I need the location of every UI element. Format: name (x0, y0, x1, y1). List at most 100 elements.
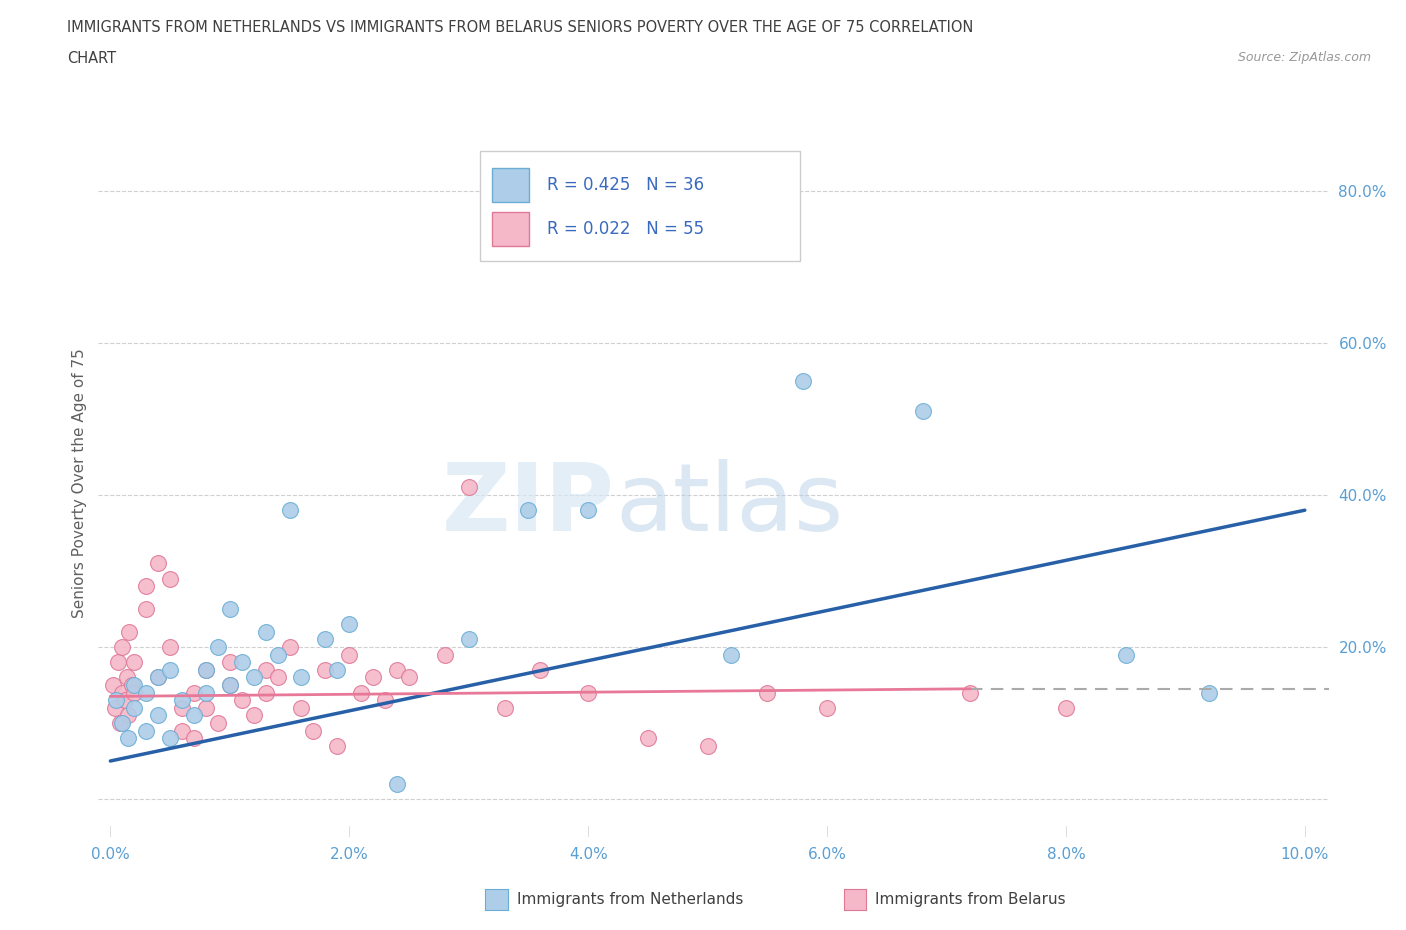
Point (517, 503, 540, 518)
Point (242, 708, 264, 723)
Point (385, 662, 408, 677)
Bar (492, 168, 529, 203)
Point (122, 700, 145, 715)
Point (170, 700, 193, 715)
Point (576, 685, 599, 700)
Point (111, 685, 134, 700)
Point (118, 624, 141, 639)
Point (361, 670, 384, 684)
Point (385, 777, 408, 791)
Point (207, 640, 229, 655)
Point (278, 640, 301, 655)
Point (194, 685, 217, 700)
Bar (492, 212, 529, 246)
Point (242, 670, 264, 684)
Point (146, 708, 169, 723)
Point (756, 685, 779, 700)
Point (231, 655, 253, 670)
Point (350, 685, 373, 700)
Point (159, 571, 181, 586)
Point (111, 640, 134, 655)
Text: atlas: atlas (616, 458, 844, 551)
Point (146, 670, 169, 684)
Point (374, 693, 396, 708)
Point (326, 662, 349, 677)
Point (135, 724, 157, 738)
Text: Immigrants from Belarus: Immigrants from Belarus (875, 892, 1066, 907)
Point (115, 670, 138, 684)
Text: IMMIGRANTS FROM NETHERLANDS VS IMMIGRANTS FROM BELARUS SENIORS POVERTY OVER THE : IMMIGRANTS FROM NETHERLANDS VS IMMIGRANT… (67, 20, 974, 35)
Point (696, 738, 718, 753)
Text: R = 0.425   N = 36: R = 0.425 N = 36 (547, 177, 704, 194)
Point (337, 647, 360, 662)
Point (194, 662, 217, 677)
Point (159, 640, 181, 655)
Point (529, 662, 551, 677)
Point (218, 678, 240, 693)
Point (218, 655, 240, 670)
Point (1198, 685, 1220, 700)
Point (117, 708, 139, 723)
Point (101, 678, 124, 693)
Point (117, 731, 139, 746)
Text: Immigrants from Netherlands: Immigrants from Netherlands (517, 892, 744, 907)
Point (194, 700, 217, 715)
Point (170, 693, 193, 708)
Point (457, 632, 479, 647)
Point (146, 670, 169, 684)
Point (254, 662, 277, 677)
Point (170, 724, 193, 738)
FancyBboxPatch shape (479, 152, 800, 261)
Point (398, 670, 420, 684)
Point (135, 685, 157, 700)
Text: Source: ZipAtlas.com: Source: ZipAtlas.com (1237, 51, 1371, 64)
Point (457, 480, 479, 495)
Point (104, 700, 127, 715)
Point (108, 715, 131, 730)
Point (107, 655, 129, 670)
Point (121, 678, 143, 693)
Point (254, 624, 277, 639)
Point (122, 655, 145, 670)
Point (290, 670, 312, 684)
Point (278, 503, 301, 518)
Point (183, 731, 205, 746)
Point (266, 670, 288, 684)
Text: CHART: CHART (67, 51, 117, 66)
Point (266, 647, 288, 662)
Y-axis label: Seniors Poverty Over the Age of 75: Seniors Poverty Over the Age of 75 (72, 349, 87, 618)
Point (183, 708, 205, 723)
Point (815, 700, 838, 715)
Point (911, 404, 934, 418)
Point (792, 374, 814, 389)
Point (194, 662, 217, 677)
Point (326, 738, 349, 753)
Point (254, 685, 277, 700)
Point (146, 556, 169, 571)
Point (114, 693, 136, 708)
Point (183, 685, 205, 700)
Point (314, 662, 336, 677)
Point (122, 685, 145, 700)
Point (1115, 647, 1137, 662)
Point (218, 678, 240, 693)
Point (494, 700, 516, 715)
Point (122, 678, 145, 693)
Text: R = 0.022   N = 55: R = 0.022 N = 55 (547, 220, 704, 238)
Point (637, 731, 659, 746)
Point (105, 693, 128, 708)
Point (433, 647, 456, 662)
Point (111, 715, 134, 730)
Point (720, 647, 742, 662)
Point (959, 685, 981, 700)
Point (135, 602, 157, 617)
Point (290, 700, 312, 715)
Point (576, 503, 599, 518)
Point (135, 578, 157, 593)
Text: ZIP: ZIP (443, 458, 616, 551)
Point (159, 662, 181, 677)
Point (231, 693, 253, 708)
Point (314, 632, 336, 647)
Point (218, 602, 240, 617)
Point (302, 724, 325, 738)
